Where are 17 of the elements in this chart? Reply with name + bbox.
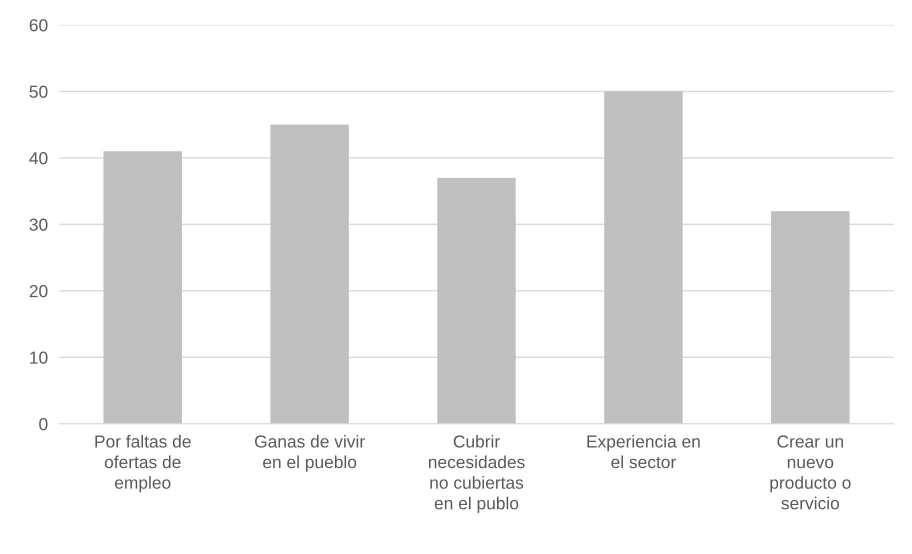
x-tick-label: Por faltas de ofertas de empleo	[95, 434, 191, 492]
y-tick-label: 30	[30, 218, 48, 231]
x-tick-label: Cubrir necesidades no cubiertas en el publo	[428, 434, 525, 513]
x-tick-label: Ganas de vivir en el pueblo	[255, 434, 365, 472]
bar	[437, 178, 516, 424]
y-tick-label: 50	[30, 86, 48, 98]
y-tick-label: 10	[30, 352, 48, 364]
bar	[771, 211, 850, 424]
x-tick-label: Experiencia en el sector	[587, 434, 700, 468]
y-tick-label: 60	[30, 19, 48, 32]
y-tick-label: 20	[30, 285, 48, 298]
bar	[270, 124, 349, 424]
y-tick-label: 0	[39, 418, 48, 430]
x-tick-label: Crear un nuevo producto o servicio	[770, 435, 851, 510]
bar	[604, 91, 683, 424]
y-tick-label: 40	[29, 152, 48, 164]
bar	[104, 151, 182, 424]
